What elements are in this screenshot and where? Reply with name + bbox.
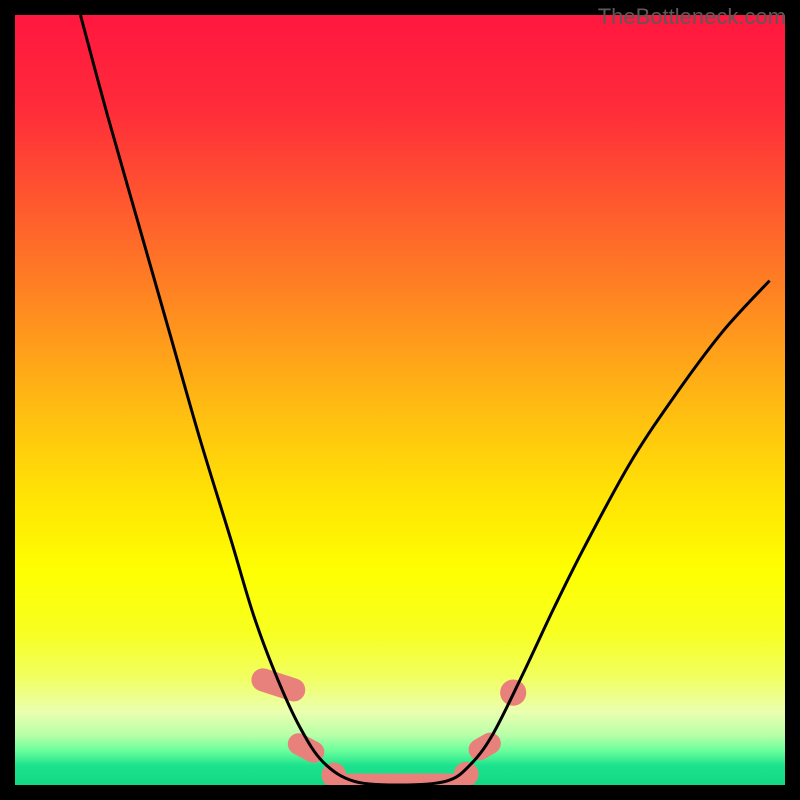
watermark-text: TheBottleneck.com — [598, 4, 786, 30]
chart-frame: TheBottleneck.com — [0, 0, 800, 800]
gradient-background — [15, 15, 785, 785]
bottleneck-chart — [0, 0, 800, 800]
